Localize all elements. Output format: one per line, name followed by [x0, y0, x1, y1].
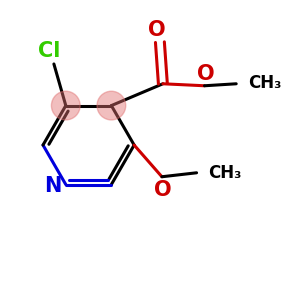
Circle shape	[51, 91, 80, 120]
Text: O: O	[197, 64, 214, 84]
Text: CH₃: CH₃	[208, 164, 242, 182]
Text: Cl: Cl	[38, 41, 60, 61]
Text: CH₃: CH₃	[248, 74, 281, 92]
Text: O: O	[148, 20, 166, 40]
Text: O: O	[154, 180, 172, 200]
Text: N: N	[44, 176, 61, 196]
Circle shape	[97, 91, 126, 120]
